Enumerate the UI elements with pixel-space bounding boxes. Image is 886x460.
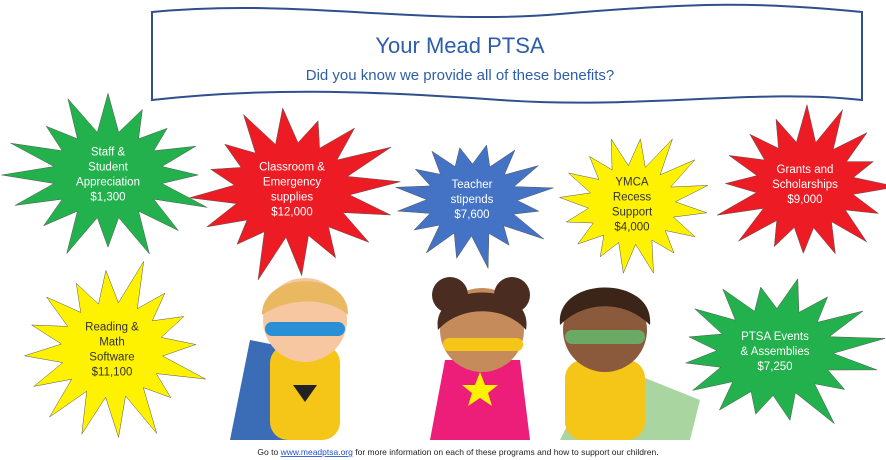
benefit-amount: $12,000 (271, 207, 313, 219)
benefit-label: & Assemblies (740, 346, 809, 358)
mask (443, 338, 523, 351)
benefit-label: Classroom & (259, 162, 325, 174)
benefit-label: supplies (271, 192, 313, 204)
mask (265, 322, 345, 336)
bun (494, 277, 530, 313)
benefit-label: Support (612, 207, 653, 219)
mask (565, 330, 645, 344)
kids-illustration (230, 277, 700, 440)
benefit-label: Recess (613, 192, 652, 204)
benefit-label: Appreciation (76, 177, 140, 189)
footer: Go to www.meadptsa.org for more informat… (257, 447, 658, 457)
benefit-amount: $7,600 (454, 209, 489, 221)
benefit-label: Software (89, 352, 134, 364)
benefit-label: Scholarships (772, 179, 838, 191)
subtitle: Did you know we provide all of these ben… (306, 67, 615, 84)
benefit-label: Staff & (91, 147, 126, 159)
footer-text: Go to (257, 447, 278, 457)
benefit-label: stipends (451, 194, 494, 206)
benefit-amount: $1,300 (90, 192, 125, 204)
bun (432, 277, 468, 313)
benefit-label: PTSA Events (741, 331, 809, 343)
benefit-label: Math (99, 337, 125, 349)
benefit-amount: $11,100 (92, 367, 133, 379)
benefit-amount: $7,250 (757, 361, 792, 373)
title: Your Mead PTSA (375, 33, 544, 58)
benefit-label: YMCA (615, 177, 649, 189)
benefit-label: Teacher (452, 179, 493, 191)
footer-text: for more information on each of these pr… (355, 447, 658, 457)
benefit-label: Grants and (777, 164, 834, 176)
benefit-amount: $9,000 (787, 194, 822, 206)
footer-link[interactable]: www.meadptsa.org (280, 447, 354, 457)
benefit-label: Emergency (263, 177, 321, 189)
benefit-label: Student (88, 162, 128, 174)
benefit-label: Reading & (85, 322, 139, 334)
benefit-amount: $4,000 (614, 222, 649, 234)
flyer: Your Mead PTSA Did you know we provide a… (0, 0, 886, 460)
